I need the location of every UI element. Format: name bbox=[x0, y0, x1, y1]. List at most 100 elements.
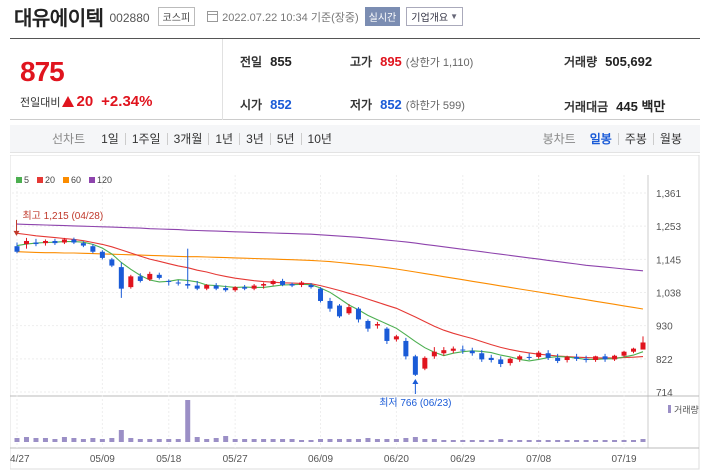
candle-body bbox=[71, 239, 77, 243]
candle-body bbox=[403, 340, 409, 357]
volume-bar bbox=[308, 440, 314, 442]
volume-bar bbox=[431, 439, 437, 442]
candle-body bbox=[251, 285, 257, 289]
volume-bar bbox=[460, 440, 466, 442]
y-tick-label: 1,361 bbox=[656, 189, 681, 200]
tab-10y[interactable]: 10년 bbox=[300, 132, 338, 145]
volume-bar bbox=[109, 438, 115, 442]
candle-body bbox=[384, 328, 390, 341]
candle-body bbox=[574, 356, 580, 359]
legend-item-ma60: 60 bbox=[63, 175, 81, 185]
tab-3m[interactable]: 3개월 bbox=[166, 132, 209, 145]
legend-swatch bbox=[37, 177, 44, 183]
volume-bar bbox=[488, 440, 494, 442]
volume-bar bbox=[194, 437, 200, 442]
stock-header: 대유에이텍 002880 코스피 2022.07.22 10:34 기준(장중)… bbox=[0, 0, 707, 33]
candle-body bbox=[232, 287, 238, 291]
volume-bar bbox=[583, 440, 589, 442]
stock-code: 002880 bbox=[109, 11, 150, 25]
high-label: 고가 bbox=[350, 55, 373, 69]
up-arrow-icon bbox=[62, 96, 75, 107]
volume-legend-swatch bbox=[668, 405, 671, 413]
candle-body bbox=[460, 349, 466, 351]
candle-body bbox=[555, 357, 561, 361]
candle-body bbox=[175, 282, 181, 284]
candle-body bbox=[422, 357, 428, 369]
candle-body bbox=[517, 356, 523, 360]
volume-bar bbox=[346, 439, 352, 442]
y-tick-label: 1,145 bbox=[656, 255, 681, 266]
low-value: 852 bbox=[380, 97, 402, 112]
candle-body bbox=[583, 358, 589, 361]
candle-body bbox=[223, 288, 229, 291]
timestamp: 2022.07.22 10:34 기준(장중) bbox=[222, 11, 359, 24]
volume-bar bbox=[507, 440, 513, 442]
volume-bar bbox=[137, 439, 143, 442]
candle-body bbox=[242, 287, 248, 289]
tab-daily[interactable]: 일봉 bbox=[589, 131, 612, 146]
volume-bar bbox=[450, 440, 456, 442]
tab-1y[interactable]: 1년 bbox=[208, 132, 239, 145]
candle-body bbox=[545, 353, 551, 358]
tab-weekly[interactable]: 주봉 bbox=[617, 132, 653, 145]
volume-bar bbox=[251, 439, 257, 442]
stat-low: 저가 852 (하한가 599) bbox=[350, 96, 465, 113]
prev-close-label: 전일 bbox=[240, 55, 263, 69]
volume-label: 거래량 bbox=[674, 404, 699, 415]
volume-bar bbox=[166, 439, 172, 442]
line-chart-label: 선차트 bbox=[52, 132, 86, 146]
candle-body bbox=[185, 284, 191, 286]
volume-bar bbox=[33, 438, 39, 442]
candle-body bbox=[118, 267, 124, 289]
volume-bar bbox=[261, 439, 267, 442]
open-value: 852 bbox=[270, 97, 292, 112]
volume-bar bbox=[318, 439, 324, 442]
volume-bar bbox=[204, 439, 210, 442]
volume-bar bbox=[242, 439, 248, 442]
volume-bar bbox=[185, 400, 191, 442]
tab-3y[interactable]: 3년 bbox=[239, 132, 270, 145]
chart-canvas: 1,361 1,253 1,145 1,038 930 822 714 04/27 05/09 0… bbox=[4, 154, 700, 470]
volume-bar bbox=[61, 437, 67, 442]
chart-frame bbox=[9, 154, 700, 470]
candle-body bbox=[469, 350, 475, 354]
volume-bar bbox=[175, 439, 181, 442]
y-tick-label: 1,038 bbox=[656, 289, 681, 300]
tab-1d[interactable]: 1일 bbox=[101, 131, 119, 146]
volume-bar bbox=[280, 439, 286, 442]
volume-bar bbox=[612, 440, 618, 442]
change-amount: 20 bbox=[76, 93, 94, 110]
company-info-label: 기업개요 bbox=[411, 13, 449, 24]
company-name: 대유에이텍 bbox=[14, 8, 104, 30]
candle-body bbox=[450, 348, 456, 351]
candle-body bbox=[270, 280, 276, 285]
x-tick-label: 05/18 bbox=[156, 454, 181, 465]
volume-bar bbox=[479, 440, 485, 442]
candle-body bbox=[412, 356, 418, 375]
volume-bar bbox=[593, 440, 599, 442]
candle-body bbox=[365, 320, 371, 329]
tab-monthly[interactable]: 월봉 bbox=[652, 132, 688, 145]
tab-5y[interactable]: 5년 bbox=[269, 132, 301, 145]
realtime-button[interactable]: 실시간 bbox=[364, 7, 401, 26]
trade-value-label: 거래대금 bbox=[564, 100, 609, 114]
volume-bar bbox=[128, 438, 134, 442]
current-price: 875 bbox=[20, 56, 65, 87]
x-tick-label: 05/09 bbox=[90, 454, 115, 465]
company-info-dropdown[interactable]: 기업개요 ▼ bbox=[406, 7, 463, 26]
candle-body bbox=[90, 246, 96, 252]
candle-body bbox=[128, 276, 134, 288]
candle-body bbox=[374, 324, 380, 326]
candle-body bbox=[441, 350, 447, 354]
low-marker-head bbox=[412, 379, 419, 385]
stock-chart[interactable]: 5 20 60 120 1,361 1,253 1,145 1,038 930 822 71… bbox=[4, 154, 700, 470]
ma-line-ma20 bbox=[16, 232, 644, 359]
x-tick-label: 05/27 bbox=[223, 454, 248, 465]
volume-bar bbox=[384, 439, 390, 442]
tab-1w[interactable]: 1주일 bbox=[124, 132, 167, 145]
candle-body bbox=[336, 305, 342, 317]
volume-bar bbox=[469, 440, 475, 442]
candle-body bbox=[52, 240, 58, 244]
change-percent: +2.34% bbox=[101, 93, 153, 110]
legend-item-ma120: 120 bbox=[89, 175, 112, 185]
